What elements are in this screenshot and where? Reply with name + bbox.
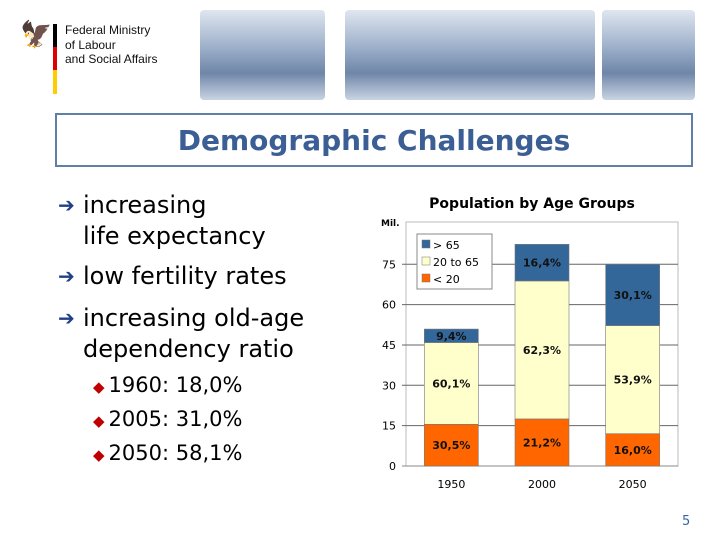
org-line: and Social Affairs	[65, 52, 158, 66]
bar-segment	[514, 418, 570, 467]
bullet-text: increasing life expectancy	[83, 191, 266, 250]
y-tick-label: 15	[382, 420, 396, 433]
page-number: 5	[682, 514, 691, 529]
org-line: of Labour	[65, 37, 116, 52]
sub-bullet: ◆ 2050: 58,1%	[93, 441, 243, 465]
y-tick-label: 75	[382, 258, 396, 271]
title-box: Demographic Challenges	[55, 113, 693, 167]
bar-segment	[424, 328, 479, 343]
data-label: 21,2%	[523, 436, 561, 449]
legend-swatch	[421, 273, 431, 283]
y-axis-label: Mil.	[381, 219, 400, 229]
eagle-logo: 🦅	[20, 20, 53, 50]
y-tick-label: 45	[382, 339, 396, 352]
ministry-name: Federal Ministry of Labour and Social Af…	[65, 23, 158, 67]
y-tick-label: 30	[382, 379, 396, 392]
diamond-icon: ◆	[93, 446, 105, 464]
x-tick-label: 1950	[437, 478, 465, 491]
building-photo	[200, 10, 325, 100]
data-label: 53,9%	[614, 374, 652, 387]
x-tick-label: 2050	[619, 478, 647, 491]
bullet-text: low fertility rates	[83, 262, 287, 290]
legend-label: < 20	[433, 273, 460, 286]
chart-title: Population by Age Groups	[429, 196, 635, 212]
org-line: Federal Ministry	[65, 23, 151, 37]
data-label: 16,4%	[523, 257, 561, 270]
data-label: 62,3%	[523, 344, 561, 357]
sub-bullet: ◆ 1960: 18,0%	[93, 373, 243, 397]
data-label: 16,0%	[614, 444, 652, 457]
legend-label: > 65	[433, 239, 460, 252]
data-label: 30,1%	[614, 289, 652, 302]
legend-swatch	[421, 239, 431, 249]
y-tick-label: 60	[382, 299, 396, 312]
bar-segment	[605, 263, 660, 326]
bullet-text: increasing old-age dependency ratio	[83, 304, 305, 363]
bar-segment	[424, 424, 479, 467]
building-photo	[602, 10, 695, 100]
arrow-icon: ➔	[58, 264, 75, 288]
y-tick-label: 0	[389, 460, 396, 473]
building-photo	[345, 10, 595, 100]
diamond-icon: ◆	[93, 378, 105, 396]
bar-segment	[514, 280, 570, 420]
arrow-icon: ➔	[58, 193, 75, 217]
bar-segment	[605, 433, 660, 467]
page-title: Demographic Challenges	[177, 123, 571, 157]
arrow-icon: ➔	[58, 306, 75, 330]
legend-swatch	[421, 256, 431, 266]
data-label: 60,1%	[432, 377, 470, 390]
sub-bullet: ◆ 2005: 31,0%	[93, 407, 243, 431]
data-label: 9,4%	[436, 330, 467, 343]
diamond-icon: ◆	[93, 412, 105, 430]
legend-label: 20 to 65	[433, 256, 479, 269]
data-label: 30,5%	[432, 439, 470, 452]
german-flag-bar	[53, 24, 57, 94]
bar-segment	[514, 244, 570, 282]
x-tick-label: 2000	[528, 478, 556, 491]
